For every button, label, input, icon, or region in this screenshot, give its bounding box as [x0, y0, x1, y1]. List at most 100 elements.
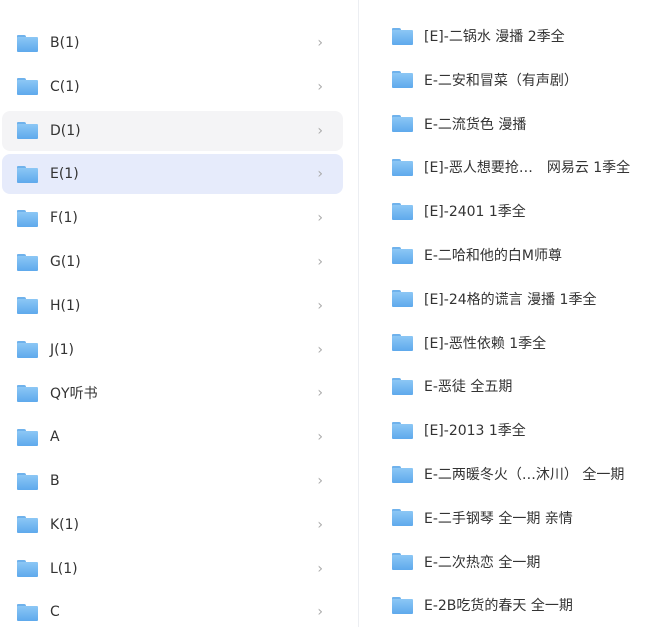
folder-icon — [392, 27, 413, 45]
chevron-right-icon: › — [317, 560, 323, 577]
chevron-right-icon: › — [317, 35, 323, 51]
folder-icon — [392, 553, 413, 571]
folder-icon — [17, 165, 38, 183]
folder-name: [E]-2401 1季全 — [424, 204, 526, 221]
category-item[interactable]: D(1) › — [2, 110, 343, 151]
category-label: B(1) — [50, 35, 80, 51]
category-item[interactable]: QY听书 › — [2, 373, 343, 413]
folder-item[interactable]: [E]-二锅水 漫播 2季全 — [392, 21, 565, 51]
category-label: C(1) — [50, 78, 80, 95]
folder-icon — [17, 341, 38, 359]
category-item[interactable]: C › — [2, 592, 343, 632]
folder-icon — [392, 246, 413, 264]
chevron-right-icon: › — [317, 516, 323, 533]
folder-icon — [17, 209, 38, 227]
folder-icon — [17, 122, 38, 140]
folder-icon — [392, 377, 413, 395]
category-label: A — [50, 429, 60, 446]
category-label: QY听书 — [50, 386, 98, 403]
category-label: J(1) — [50, 341, 74, 358]
folder-item[interactable]: E-二安和冒菜（有声剧） — [392, 65, 578, 95]
folder-name: [E]-恶性依赖 1季全 — [424, 335, 547, 352]
folder-icon — [392, 115, 413, 133]
chevron-right-icon: › — [317, 473, 323, 489]
chevron-right-icon: › — [317, 297, 323, 314]
folder-icon — [392, 596, 413, 614]
category-label: G(1) — [50, 254, 81, 270]
category-label: F(1) — [50, 210, 78, 227]
folder-item[interactable]: E-二两暖冬火（…沐川） 全一期 — [392, 459, 624, 489]
folder-item[interactable]: [E]-24格的谎言 漫播 1季全 — [392, 284, 596, 314]
chevron-right-icon: › — [317, 429, 323, 446]
category-label: B — [50, 473, 60, 489]
category-label: D(1) — [50, 122, 81, 139]
category-item[interactable]: K(1) › — [2, 505, 343, 545]
folder-name: [E]-2013 1季全 — [424, 423, 526, 440]
category-item[interactable]: F(1) › — [2, 198, 343, 238]
category-item[interactable]: C(1) › — [2, 67, 343, 107]
folder-item[interactable]: E-二次热恋 全一期 — [392, 547, 540, 577]
folder-icon — [392, 290, 413, 308]
folder-name: E-二安和冒菜（有声剧） — [424, 72, 578, 89]
folder-item[interactable]: E-二哈和他的白M师尊 — [392, 240, 562, 270]
chevron-right-icon: › — [317, 166, 323, 183]
folder-icon — [392, 465, 413, 483]
category-item[interactable]: B › — [2, 461, 343, 501]
category-item[interactable]: L(1) › — [2, 549, 343, 589]
folder-item[interactable]: E-2B吃货的春天 全一期 — [392, 590, 573, 620]
folder-name: E-二手钢琴 全一期 亲情 — [424, 510, 573, 527]
folder-name: [E]-24格的谎言 漫播 1季全 — [424, 291, 597, 308]
chevron-right-icon: › — [317, 254, 323, 270]
category-item[interactable]: B(1) › — [2, 23, 343, 63]
folder-name: E-恶徒 全五期 — [424, 379, 513, 396]
folder-icon — [17, 428, 38, 446]
folder-icon — [17, 516, 38, 534]
folder-item[interactable]: E-恶徒 全五期 — [392, 371, 512, 401]
chevron-right-icon: › — [317, 78, 323, 95]
folder-icon — [392, 158, 413, 176]
folder-name: E-二两暖冬火（…沐川） 全一期 — [424, 467, 625, 483]
folder-icon — [392, 509, 413, 527]
folder-item[interactable]: [E]-恶人想要抢… 网易云 1季全 — [392, 152, 630, 182]
chevron-right-icon: › — [317, 604, 323, 621]
folder-icon — [17, 472, 38, 490]
folder-icon — [17, 560, 38, 578]
category-label: L(1) — [50, 560, 78, 577]
folder-icon — [17, 384, 38, 402]
chevron-right-icon: › — [317, 210, 323, 227]
folder-icon — [392, 334, 413, 352]
category-label: C — [50, 604, 60, 621]
folder-icon — [17, 297, 38, 315]
category-label: H(1) — [50, 297, 81, 314]
folder-item[interactable]: [E]-恶性依赖 1季全 — [392, 328, 546, 358]
folder-item[interactable]: [E]-2401 1季全 — [392, 196, 526, 226]
category-item[interactable]: A › — [2, 417, 343, 457]
folder-item[interactable]: E-二流货色 漫播 — [392, 109, 526, 139]
folder-item[interactable]: [E]-2013 1季全 — [392, 415, 526, 445]
folder-icon — [392, 71, 413, 89]
folder-name: [E]-二锅水 漫播 2季全 — [424, 29, 565, 45]
category-label: E(1) — [50, 166, 79, 183]
folder-name: E-二哈和他的白M师尊 — [424, 248, 562, 264]
folder-name: E-2B吃货的春天 全一期 — [424, 598, 573, 615]
category-item[interactable]: H(1) › — [2, 286, 343, 326]
category-item[interactable]: G(1) › — [2, 242, 343, 282]
folder-icon — [17, 603, 38, 621]
category-item[interactable]: J(1) › — [2, 330, 343, 370]
folder-item[interactable]: E-二手钢琴 全一期 亲情 — [392, 503, 573, 533]
category-list: B(1) › C(1) › D(1) › E(1) › F(1) › G(1) › H(1) › J(1) ›… — [2, 0, 359, 627]
category-item[interactable]: E(1) › — [2, 154, 343, 195]
folder-name: E-二次热恋 全一期 — [424, 554, 541, 571]
folder-icon — [392, 202, 413, 220]
folder-list: [E]-二锅水 漫播 2季全 E-二安和冒菜（有声剧） E-二流货色 漫播 [E]-恶… — [359, 0, 665, 627]
folder-icon — [17, 78, 38, 96]
chevron-right-icon: › — [317, 385, 323, 402]
chevron-right-icon: › — [317, 341, 323, 358]
folder-icon — [17, 253, 38, 271]
folder-name: [E]-恶人想要抢… 网易云 1季全 — [424, 160, 631, 177]
folder-icon — [17, 34, 38, 52]
chevron-right-icon: › — [317, 122, 323, 139]
category-label: K(1) — [50, 516, 80, 533]
folder-name: E-二流货色 漫播 — [424, 116, 527, 133]
folder-icon — [392, 421, 413, 439]
